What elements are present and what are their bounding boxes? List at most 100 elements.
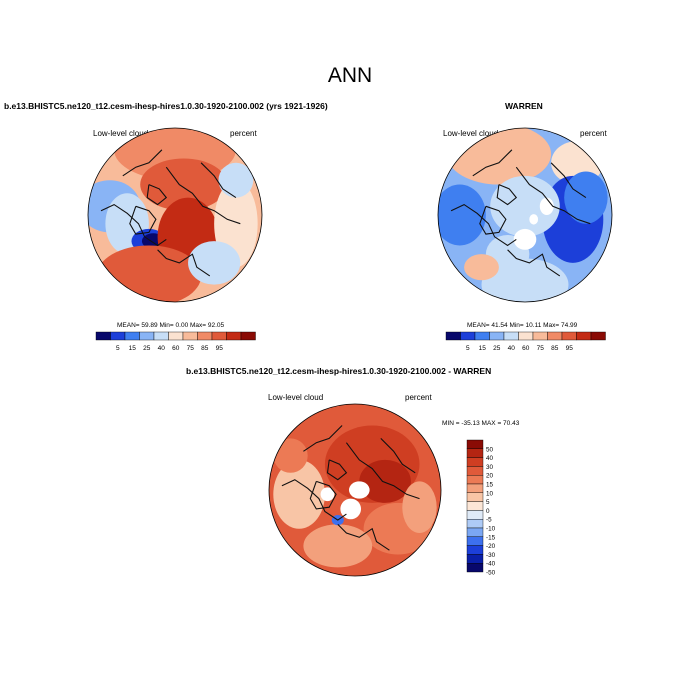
- panel-3-colorbar-box-12: [466, 545, 484, 555]
- panel-3-missing-0: [348, 481, 370, 499]
- panel-3-title: b.e13.BHISTC5.ne120_t12.cesm-ihesp-hires…: [186, 366, 492, 376]
- panel-3-colorbar-label-12: -30: [486, 552, 496, 559]
- panel-2-coastline-3: [507, 249, 561, 277]
- panel-1-region-10: [188, 241, 241, 285]
- panel-2-coastline-4: [550, 162, 587, 199]
- panel-3-colorbar-label-10: -15: [486, 534, 496, 541]
- panel-2-colorbar-box-5: [518, 331, 534, 341]
- panel-3-colorbar-label-1: 40: [486, 455, 494, 462]
- panel-2-colorbar-label-5: 75: [537, 345, 545, 352]
- panel-2-colorbar-label-7: 95: [566, 345, 574, 352]
- panel-3-missing-2: [320, 487, 335, 502]
- panel-2-missing-2: [529, 214, 539, 225]
- panel-1-colorbar-box-7: [197, 331, 213, 341]
- panel-3-coastline-3: [337, 524, 390, 551]
- panel-2-region-4: [438, 184, 486, 246]
- panel-2-missing-1: [539, 197, 554, 215]
- panel-1-title: b.e13.BHISTC5.ne120_t12.cesm-ihesp-hires…: [4, 101, 328, 111]
- panel-3-coastline-0: [281, 479, 347, 521]
- panel-1-colorbar-box-5: [168, 331, 184, 341]
- panel-3-coastline-6: [326, 459, 348, 481]
- panel-3-colorbar-box-13: [466, 554, 484, 564]
- panel-1-coastline-5: [122, 149, 163, 177]
- panel-2-coastline-2: [479, 205, 507, 235]
- panel-2-colorbar-box-1: [460, 331, 476, 341]
- panel-3-coastline-2: [309, 480, 337, 510]
- panel-2-region-6: [481, 258, 569, 302]
- panel-3-colorbar-label-9: -10: [486, 526, 496, 533]
- panel-2-colorbar-label-1: 15: [479, 345, 487, 352]
- panel-2-colorbar-box-6: [532, 331, 548, 341]
- panel-2-variable: Low-level cloud: [443, 129, 499, 138]
- panel-3-colorbar-box-3: [466, 466, 484, 476]
- panel-1-stats: MEAN= 59.89 Min= 0.00 Max= 92.05: [117, 322, 225, 329]
- main-title: ANN: [327, 64, 373, 87]
- panel-1-colorbar-label-2: 25: [143, 345, 151, 352]
- panel-2-missing-0: [513, 228, 537, 250]
- panel-3-colorbar-box-1: [466, 448, 484, 458]
- panel-1-coastline-0: [100, 203, 167, 247]
- panel-3-field: [273, 425, 437, 568]
- panel-2-map-border: [437, 127, 613, 303]
- panel-3-colorbar-box-9: [466, 519, 484, 529]
- panel-1-colorbar-box-4: [153, 331, 169, 341]
- panel-1-colorbar-label-5: 75: [187, 345, 195, 352]
- panel-3-variable: Low-level cloud: [268, 393, 324, 402]
- panel-1-colorbar-label-7: 95: [216, 345, 224, 352]
- panel-2-colorbar-box-10: [590, 331, 606, 341]
- panel-3-colorbar-label-2: 30: [486, 464, 494, 471]
- panel-3-colorbar-box-6: [466, 492, 484, 502]
- panel-2-coastline-6: [496, 184, 518, 206]
- panel-3-colorbar-label-8: -5: [486, 517, 492, 524]
- panel-1-region-1: [140, 158, 228, 211]
- panel-3-colorbar-box-7: [466, 501, 484, 511]
- panel-3-region-7: [273, 438, 308, 473]
- panel-2-colorbar-label-2: 25: [493, 345, 501, 352]
- panel-3-colorbar-label-11: -20: [486, 543, 496, 550]
- panel-3-region-2: [273, 459, 325, 529]
- panel-3-colorbar-box-0: [466, 439, 484, 450]
- panel-1-colorbar-box-8: [211, 331, 227, 341]
- panel-2-title: WARREN: [505, 101, 543, 111]
- panel-3-coastline-4: [380, 438, 416, 474]
- panel-1-colorbar-label-6: 85: [201, 345, 209, 352]
- panel-1-region-9: [218, 162, 254, 198]
- panel-3-colorbar-label-5: 10: [486, 490, 494, 497]
- panel-2-colorbar-box-0: [445, 331, 461, 341]
- panel-2-colorbar-box-4: [503, 331, 519, 341]
- panel-3-map-border: [268, 403, 442, 577]
- panel-3-region-1: [359, 459, 411, 503]
- panel-1-coastline-4: [200, 162, 237, 199]
- panel-1-units: percent: [230, 129, 257, 138]
- panel-2-colorbar-label-3: 40: [508, 345, 516, 352]
- panel-1-colorbar-box-2: [124, 331, 140, 341]
- panel-3-units: percent: [405, 393, 432, 402]
- panel-1-colorbar-box-3: [139, 331, 155, 341]
- panel-1-colorbar-label-1: 15: [129, 345, 137, 352]
- panel-2-region-7: [464, 254, 499, 281]
- panel-1-colorbar-box-6: [182, 331, 198, 341]
- panel-3-colorbar-box-2: [466, 457, 484, 467]
- panel-3-colorbar-label-14: -50: [486, 570, 496, 577]
- panel-2-coastline-5: [472, 149, 513, 177]
- panel-1-coastline-6: [146, 184, 168, 206]
- panel-3-colorbar-box-14: [466, 563, 484, 573]
- panel-1-colorbar-box-0: [95, 331, 111, 341]
- panel-3-colorbar-box-4: [466, 475, 484, 485]
- panel-1-map-border: [87, 127, 263, 303]
- panel-3-colorbar-label-3: 20: [486, 473, 494, 480]
- panel-1-colorbar-label-0: 5: [116, 345, 120, 352]
- panel-2-coastline-0: [450, 203, 517, 247]
- panel-1-variable: Low-level cloud: [93, 129, 149, 138]
- panel-1-colorbar-box-1: [110, 331, 126, 341]
- panel-2-units: percent: [580, 129, 607, 138]
- panel-3-colorbar-label-4: 15: [486, 482, 494, 489]
- panel-2-colorbar-box-7: [547, 331, 563, 341]
- panel-3-colorbar-box-10: [466, 527, 484, 538]
- panel-3-colorbar-label-0: 50: [486, 446, 494, 453]
- panel-1-coastline-1: [165, 166, 241, 225]
- panel-1-colorbar-box-9: [226, 331, 242, 341]
- panel-1-coastline-2: [129, 205, 157, 235]
- panel-2-region-8: [490, 175, 560, 237]
